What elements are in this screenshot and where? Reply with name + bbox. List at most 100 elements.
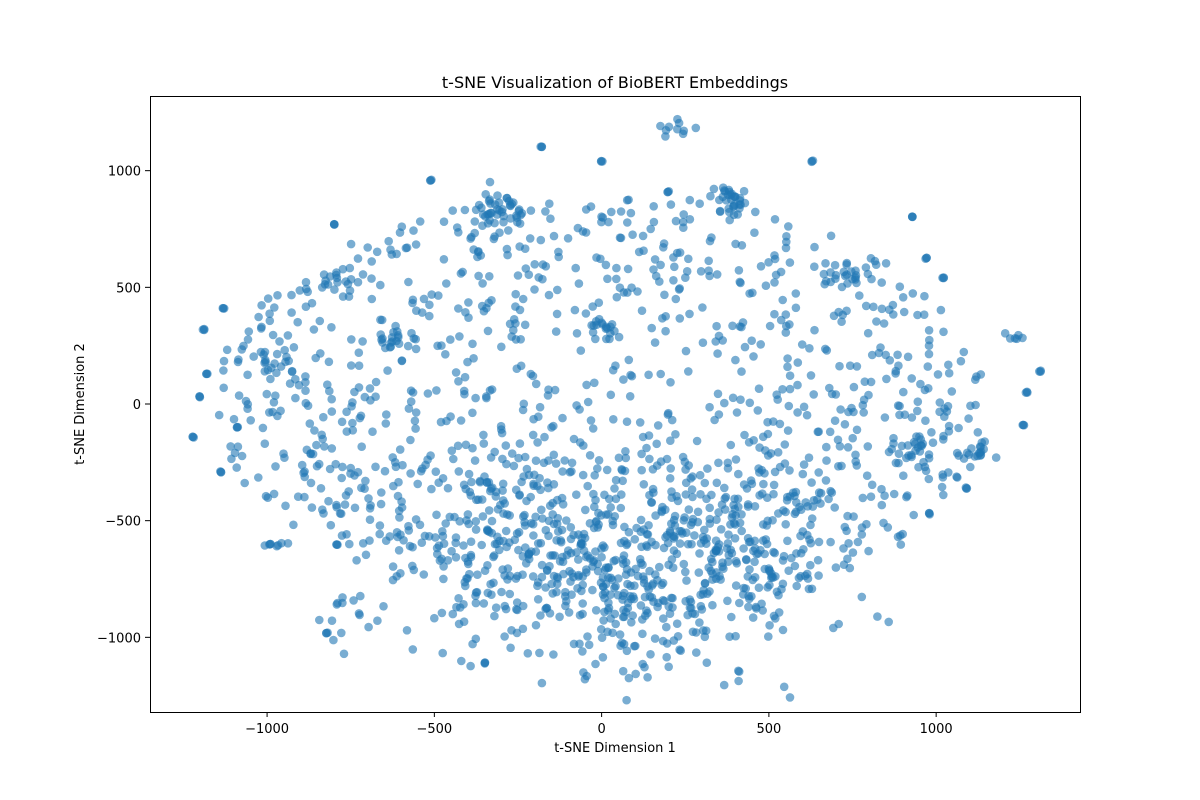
scatter-point [750, 536, 760, 546]
scatter-point [300, 472, 310, 482]
scatter-point [552, 519, 562, 529]
scatter-point [743, 572, 753, 581]
scatter-point [263, 294, 273, 303]
scatter-point [666, 378, 675, 387]
scatter-point [436, 417, 446, 427]
scatter-point [419, 570, 429, 579]
scatter-point [775, 462, 785, 472]
scatter-point [624, 527, 634, 537]
scatter-point [688, 472, 697, 481]
scatter-point [461, 440, 471, 450]
scatter-point [578, 609, 587, 619]
scatter-point [575, 438, 585, 447]
scatter-point [562, 516, 571, 525]
scatter-point [849, 407, 858, 417]
scatter-point [616, 503, 626, 513]
scatter-point [511, 289, 520, 299]
scatter-point [515, 439, 525, 448]
scatter-point [618, 666, 628, 676]
scatter-point [836, 405, 845, 414]
scatter-point [345, 286, 355, 295]
scatter-point [776, 267, 786, 277]
scatter-point [753, 406, 763, 415]
scatter-point [342, 530, 351, 539]
scatter-point [395, 513, 404, 522]
plot-frame [150, 96, 1081, 713]
scatter-point [567, 590, 576, 599]
scatter-point [899, 307, 909, 317]
scatter-point [933, 370, 943, 379]
scatter-point [650, 634, 660, 643]
scatter-point [921, 466, 931, 476]
scatter-point [695, 470, 705, 480]
scatter-point [371, 462, 380, 472]
scatter-point [747, 592, 756, 601]
scatter-point [734, 666, 743, 676]
scatter-point [352, 556, 361, 565]
scatter-point [598, 590, 608, 599]
scatter-point [670, 511, 680, 521]
scatter-point [835, 442, 845, 451]
scatter-point [398, 460, 407, 470]
scatter-point [635, 418, 645, 427]
scatter-point [773, 448, 783, 457]
scatter-point [535, 648, 544, 658]
scatter-point [520, 320, 530, 330]
scatter-point [718, 558, 727, 567]
scatter-point [667, 493, 677, 503]
scatter-point [659, 543, 669, 553]
scatter-point [365, 515, 375, 524]
scatter-point [638, 629, 647, 639]
scatter-point [770, 309, 779, 319]
scatter-point [649, 217, 659, 227]
scatter-point [366, 396, 375, 405]
scatter-point [685, 195, 695, 205]
scatter-point [774, 590, 783, 600]
scatter-point [668, 563, 678, 572]
scatter-point [306, 478, 316, 488]
scatter-point [861, 263, 871, 272]
scatter-point [822, 442, 831, 452]
scatter-point [954, 423, 963, 433]
scatter-point [651, 511, 660, 520]
scatter-point [679, 210, 688, 219]
scatter-point [852, 362, 862, 371]
scatter-point [199, 325, 209, 335]
scatter-point [655, 562, 664, 572]
scatter-point [392, 327, 402, 336]
y-axis-label: t-SNE Dimension 2 [73, 343, 88, 465]
scatter-point [726, 440, 736, 450]
scatter-point [662, 622, 671, 632]
scatter-point [719, 680, 729, 690]
scatter-point [513, 217, 522, 227]
scatter-point [701, 626, 711, 635]
scatter-point [354, 383, 364, 392]
scatter-point [593, 559, 602, 569]
scatter-point [553, 495, 562, 505]
scatter-point [367, 257, 377, 266]
scatter-point [339, 649, 349, 659]
scatter-point [707, 233, 716, 242]
scatter-point [603, 627, 612, 637]
scatter-point [712, 270, 722, 279]
scatter-point [475, 477, 485, 487]
scatter-point [882, 374, 891, 384]
scatter-point [319, 509, 328, 518]
scatter-point [447, 446, 457, 456]
scatter-point [615, 283, 625, 293]
scatter-point [821, 259, 830, 268]
scatter-point [402, 626, 412, 635]
scatter-point [781, 520, 790, 529]
scatter-point [631, 564, 640, 574]
scatter-point [743, 533, 753, 543]
scatter-point [408, 645, 418, 654]
scatter-point [805, 344, 814, 353]
scatter-point [618, 612, 628, 622]
scatter-point [647, 323, 656, 333]
scatter-point [301, 398, 311, 408]
scatter-point [498, 479, 508, 489]
scatter-point [376, 280, 385, 290]
scatter-point [724, 530, 733, 539]
scatter-point [583, 397, 593, 407]
